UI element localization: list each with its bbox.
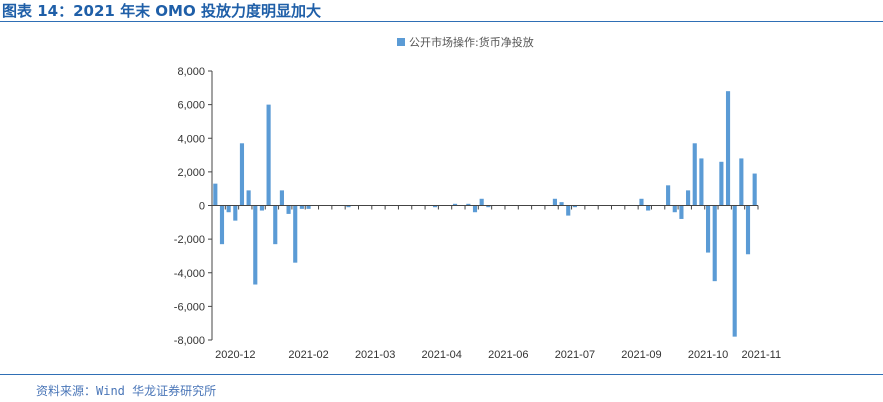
bar: [472, 205, 478, 213]
figure-title: 图表 14：2021 年末 OMO 投放力度明显加大: [2, 2, 321, 20]
bar-series: [213, 91, 757, 337]
x-tick-label: 2021-06: [488, 349, 528, 361]
source-note: 资料来源：Wind 华龙证券研究所: [36, 384, 217, 398]
bar: [712, 205, 717, 282]
x-tick-label: 2021-10: [688, 349, 728, 361]
bar: [293, 205, 298, 263]
y-tick-label: -6,000: [174, 301, 205, 313]
bar: [452, 203, 458, 206]
bar: [286, 205, 291, 214]
y-tick-label: 2,000: [177, 167, 205, 179]
bar: [672, 205, 677, 213]
x-tick-label: 2021-11: [742, 349, 782, 361]
bar: [566, 205, 571, 216]
bar: [572, 205, 577, 208]
bar: [745, 205, 751, 255]
x-tick-label: 2021-09: [621, 349, 661, 361]
y-tick-label: 8,000: [177, 66, 205, 78]
top-rule: [0, 21, 883, 22]
bar: [246, 190, 251, 206]
figure-title-bar: 图表 14：2021 年末 OMO 投放力度明显加大: [0, 0, 883, 22]
bar: [752, 173, 757, 206]
bar: [679, 205, 684, 219]
y-axis: 8,000 6,000 4,000 2,000 0 -2,000 -4,000 -6,000 -…: [174, 66, 213, 347]
bar: [699, 158, 704, 206]
x-tick-label: 2021-07: [555, 349, 595, 361]
bar: [466, 203, 471, 206]
bar: [213, 183, 218, 206]
bar: [732, 205, 737, 337]
bar: [279, 190, 284, 206]
legend: 公开市场操作:货币净投放: [397, 35, 534, 49]
bar: [346, 205, 351, 208]
x-axis: 2020-12 2021-02 2021-03 2021-04 2021-06 2021-…: [211, 205, 782, 361]
bar: [692, 143, 697, 206]
bar: [646, 205, 651, 211]
bar: [666, 185, 671, 206]
bar: [259, 205, 265, 211]
bar: [705, 205, 711, 253]
bar: [219, 205, 225, 245]
bar: [306, 205, 311, 209]
bar: [233, 205, 238, 221]
y-tick-label: -2,000: [174, 234, 205, 246]
x-tick-label: 2020-12: [215, 349, 255, 361]
legend-swatch: [397, 38, 405, 46]
bar: [253, 205, 258, 285]
y-tick-label: -4,000: [174, 268, 205, 280]
bar: [686, 190, 691, 206]
x-tick-label: 2021-03: [355, 349, 395, 361]
legend-label: 公开市场操作:货币净投放: [409, 35, 534, 49]
bar: [559, 202, 564, 206]
bar: [273, 205, 278, 245]
y-tick-label: 4,000: [177, 133, 205, 145]
y-tick-label: 6,000: [177, 100, 205, 112]
bar: [719, 161, 724, 206]
bar-chart: 公开市场操作:货币净投放 8,000 6,000 4,000 2,000 0 -2,000…: [174, 35, 782, 361]
bar: [486, 205, 491, 208]
y-tick-label: -8,000: [174, 335, 205, 347]
bar: [639, 198, 644, 206]
bar: [266, 104, 271, 206]
bar: [739, 158, 744, 206]
x-tick-label: 2021-04: [422, 349, 462, 361]
bar: [226, 205, 231, 213]
bar: [432, 205, 438, 208]
y-tick-label: 0: [199, 201, 205, 213]
bar: [239, 143, 245, 206]
bar: [552, 198, 557, 206]
x-tick-label: 2021-02: [288, 349, 328, 361]
bottom-rule: [0, 374, 883, 375]
bar: [725, 91, 731, 206]
bar: [479, 198, 484, 206]
bar: [299, 205, 304, 209]
